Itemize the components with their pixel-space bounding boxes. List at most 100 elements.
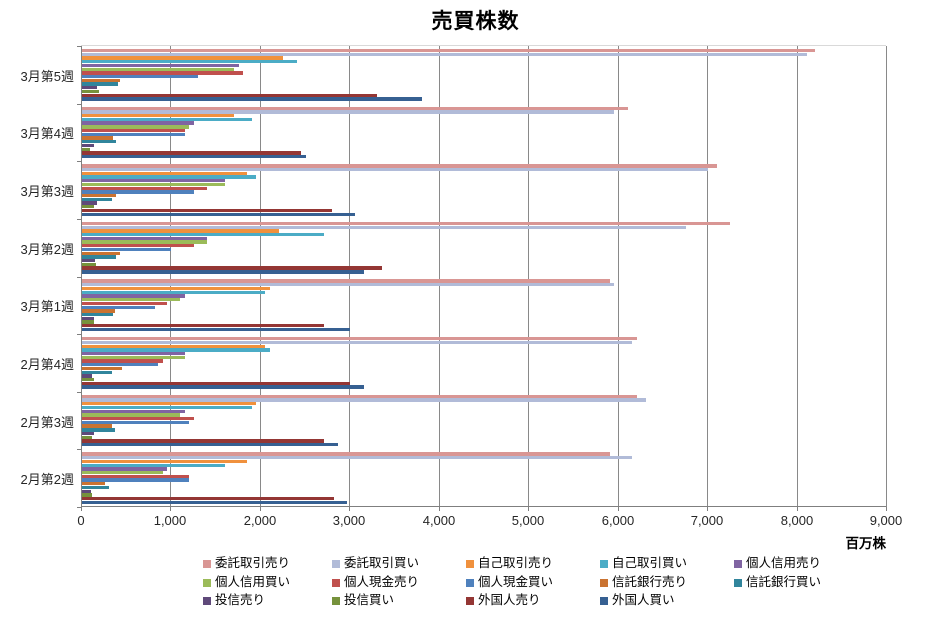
y-category-label: 3月第3週 xyxy=(20,184,74,199)
bar xyxy=(82,56,284,60)
legend-label: 委託取引売り xyxy=(215,556,291,570)
legend-item: 投信売り xyxy=(203,594,265,608)
bar xyxy=(82,147,91,151)
legend-swatch xyxy=(203,560,211,568)
chart-title: 売買株数 xyxy=(431,10,520,33)
x-tick-label: 7,000 xyxy=(690,513,724,528)
legend-label: 信託銀行売り xyxy=(612,575,688,589)
bar xyxy=(82,140,116,144)
bar xyxy=(82,205,94,209)
bar xyxy=(82,378,94,382)
y-category-label: 3月第4週 xyxy=(20,126,74,141)
bar xyxy=(82,385,364,389)
legend-swatch xyxy=(332,579,340,587)
bar xyxy=(82,493,92,497)
bar xyxy=(82,413,181,417)
bar xyxy=(82,348,270,352)
bar xyxy=(82,167,709,172)
y-axis-tick xyxy=(77,334,81,335)
y-axis-tick xyxy=(77,161,81,162)
legend-swatch xyxy=(466,560,474,568)
bar xyxy=(82,229,279,233)
legend-item: 信託銀行買い xyxy=(734,576,821,590)
x-tick-label: 9,000 xyxy=(869,513,903,528)
bar xyxy=(82,233,324,237)
legend-label: 外国人買い xyxy=(612,593,675,607)
bar xyxy=(82,394,637,399)
legend-label: 委託取引買い xyxy=(344,556,420,570)
legend-label: 個人現金買い xyxy=(478,575,554,589)
bar xyxy=(82,89,99,94)
bar xyxy=(82,500,347,504)
legend-item: 信託銀行売り xyxy=(600,576,687,590)
legend-swatch xyxy=(332,597,340,605)
bar xyxy=(82,114,235,118)
bar xyxy=(82,439,324,443)
legend-item: 個人信用売り xyxy=(734,557,821,571)
bar xyxy=(82,110,615,114)
bar xyxy=(82,106,628,110)
gridline xyxy=(618,46,619,507)
bar xyxy=(82,179,226,183)
y-axis-line xyxy=(81,46,82,507)
bar xyxy=(82,298,181,302)
bar xyxy=(82,496,335,501)
bar xyxy=(82,197,112,201)
bar xyxy=(82,283,615,287)
y-category-label: 2月第4週 xyxy=(20,357,74,372)
bar xyxy=(82,301,167,306)
bar xyxy=(82,212,355,216)
bar xyxy=(82,244,194,248)
bar xyxy=(82,340,633,345)
x-axis-tick xyxy=(260,507,261,511)
bar xyxy=(82,236,208,241)
bar xyxy=(82,320,94,324)
bar xyxy=(82,221,731,226)
bar xyxy=(82,117,252,122)
bar xyxy=(82,136,114,140)
bar xyxy=(82,270,364,274)
legend-label: 投信売り xyxy=(215,593,266,607)
legend-swatch xyxy=(734,579,742,587)
legend-item: 個人信用買い xyxy=(203,576,290,590)
legend-item: 投信買い xyxy=(332,594,394,608)
legend-swatch xyxy=(332,560,340,568)
bar xyxy=(82,78,121,83)
gridline xyxy=(439,46,440,507)
legend-item: 外国人買い xyxy=(600,594,675,608)
legend-swatch xyxy=(600,579,608,587)
bar xyxy=(82,63,239,68)
gridline xyxy=(797,46,798,507)
bar xyxy=(82,48,816,53)
gridline xyxy=(170,46,171,507)
bar xyxy=(82,182,226,187)
bar xyxy=(82,86,98,90)
bar xyxy=(82,478,190,482)
x-tick-label: 1,000 xyxy=(153,513,187,528)
bar xyxy=(82,294,185,298)
bar xyxy=(82,316,94,320)
bar xyxy=(82,121,194,125)
x-tick-label: 3,000 xyxy=(332,513,366,528)
y-category-label: 3月第5週 xyxy=(20,69,74,84)
x-axis-tick xyxy=(349,507,350,511)
bar xyxy=(82,190,194,194)
bar xyxy=(82,370,113,374)
bar xyxy=(82,67,235,71)
bar xyxy=(82,337,637,341)
y-axis-tick xyxy=(77,392,81,393)
legend-swatch xyxy=(600,560,608,568)
bar xyxy=(82,175,257,179)
bar xyxy=(82,262,97,267)
bar xyxy=(82,443,338,447)
bar xyxy=(82,355,185,359)
bar xyxy=(82,193,116,198)
bar xyxy=(82,247,172,252)
bar xyxy=(82,93,378,97)
legend-label: 投信買い xyxy=(344,593,395,607)
y-category-label: 2月第3週 xyxy=(20,415,74,430)
bar xyxy=(82,309,116,313)
bar xyxy=(82,97,422,101)
bar xyxy=(82,363,159,367)
bar xyxy=(82,459,248,464)
